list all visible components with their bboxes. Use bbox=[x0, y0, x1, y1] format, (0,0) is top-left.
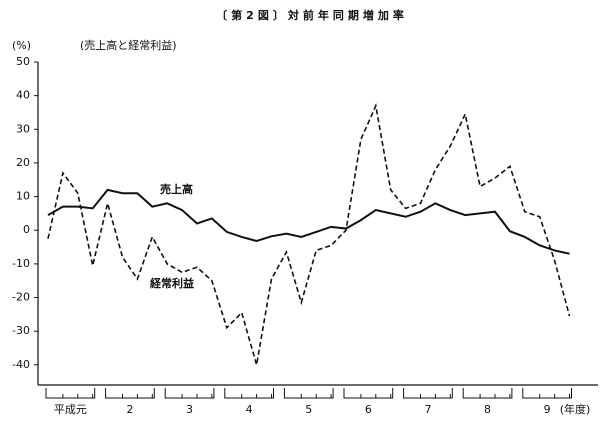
x-tick-label: 8 bbox=[484, 403, 491, 416]
line-series bbox=[47, 103, 571, 366]
x-tick-label: 4 bbox=[246, 403, 253, 416]
y-tick-label: -40 bbox=[12, 358, 30, 371]
year-bracket bbox=[105, 388, 155, 399]
x-tick-label: 5 bbox=[305, 403, 312, 416]
year-bracket bbox=[343, 388, 394, 399]
year-bracket bbox=[224, 388, 274, 399]
year-bracket bbox=[403, 388, 453, 399]
year-bracket bbox=[462, 388, 513, 399]
y-axis-label: (%) bbox=[12, 39, 31, 52]
y-tick-label: 0 bbox=[23, 223, 30, 236]
y-tick-label: 20 bbox=[16, 156, 30, 169]
year-bracket bbox=[522, 388, 572, 399]
series-label: 売上高 bbox=[160, 182, 193, 196]
x-tick-label: 3 bbox=[186, 403, 193, 416]
series-label: 経常利益 bbox=[150, 276, 194, 290]
x-tick-label: 平成元 bbox=[54, 403, 87, 416]
x-tick-label: 2 bbox=[126, 403, 133, 416]
subtitle: (売上高と経常利益) bbox=[80, 38, 177, 52]
y-tick-label: 40 bbox=[16, 89, 30, 102]
year-bracket bbox=[164, 388, 215, 399]
y-tick-label: -10 bbox=[12, 257, 30, 270]
x-tick-label: 7 bbox=[424, 403, 431, 416]
y-tick-label: 30 bbox=[16, 122, 30, 135]
x-tick-label: 6 bbox=[365, 403, 372, 416]
x-axis-label: (年度) bbox=[560, 402, 591, 416]
chart-title: 〔第2図〕対前年同期増加率 bbox=[216, 8, 408, 22]
y-tick-label: 10 bbox=[16, 190, 30, 203]
year-bracket bbox=[45, 388, 96, 399]
y-tick-label: -20 bbox=[12, 291, 30, 304]
line-series bbox=[47, 188, 570, 255]
y-tick-label: 50 bbox=[16, 55, 30, 68]
year-bracket bbox=[283, 388, 334, 399]
y-tick-label: -30 bbox=[12, 324, 30, 337]
x-tick-label: 9 bbox=[544, 403, 551, 416]
